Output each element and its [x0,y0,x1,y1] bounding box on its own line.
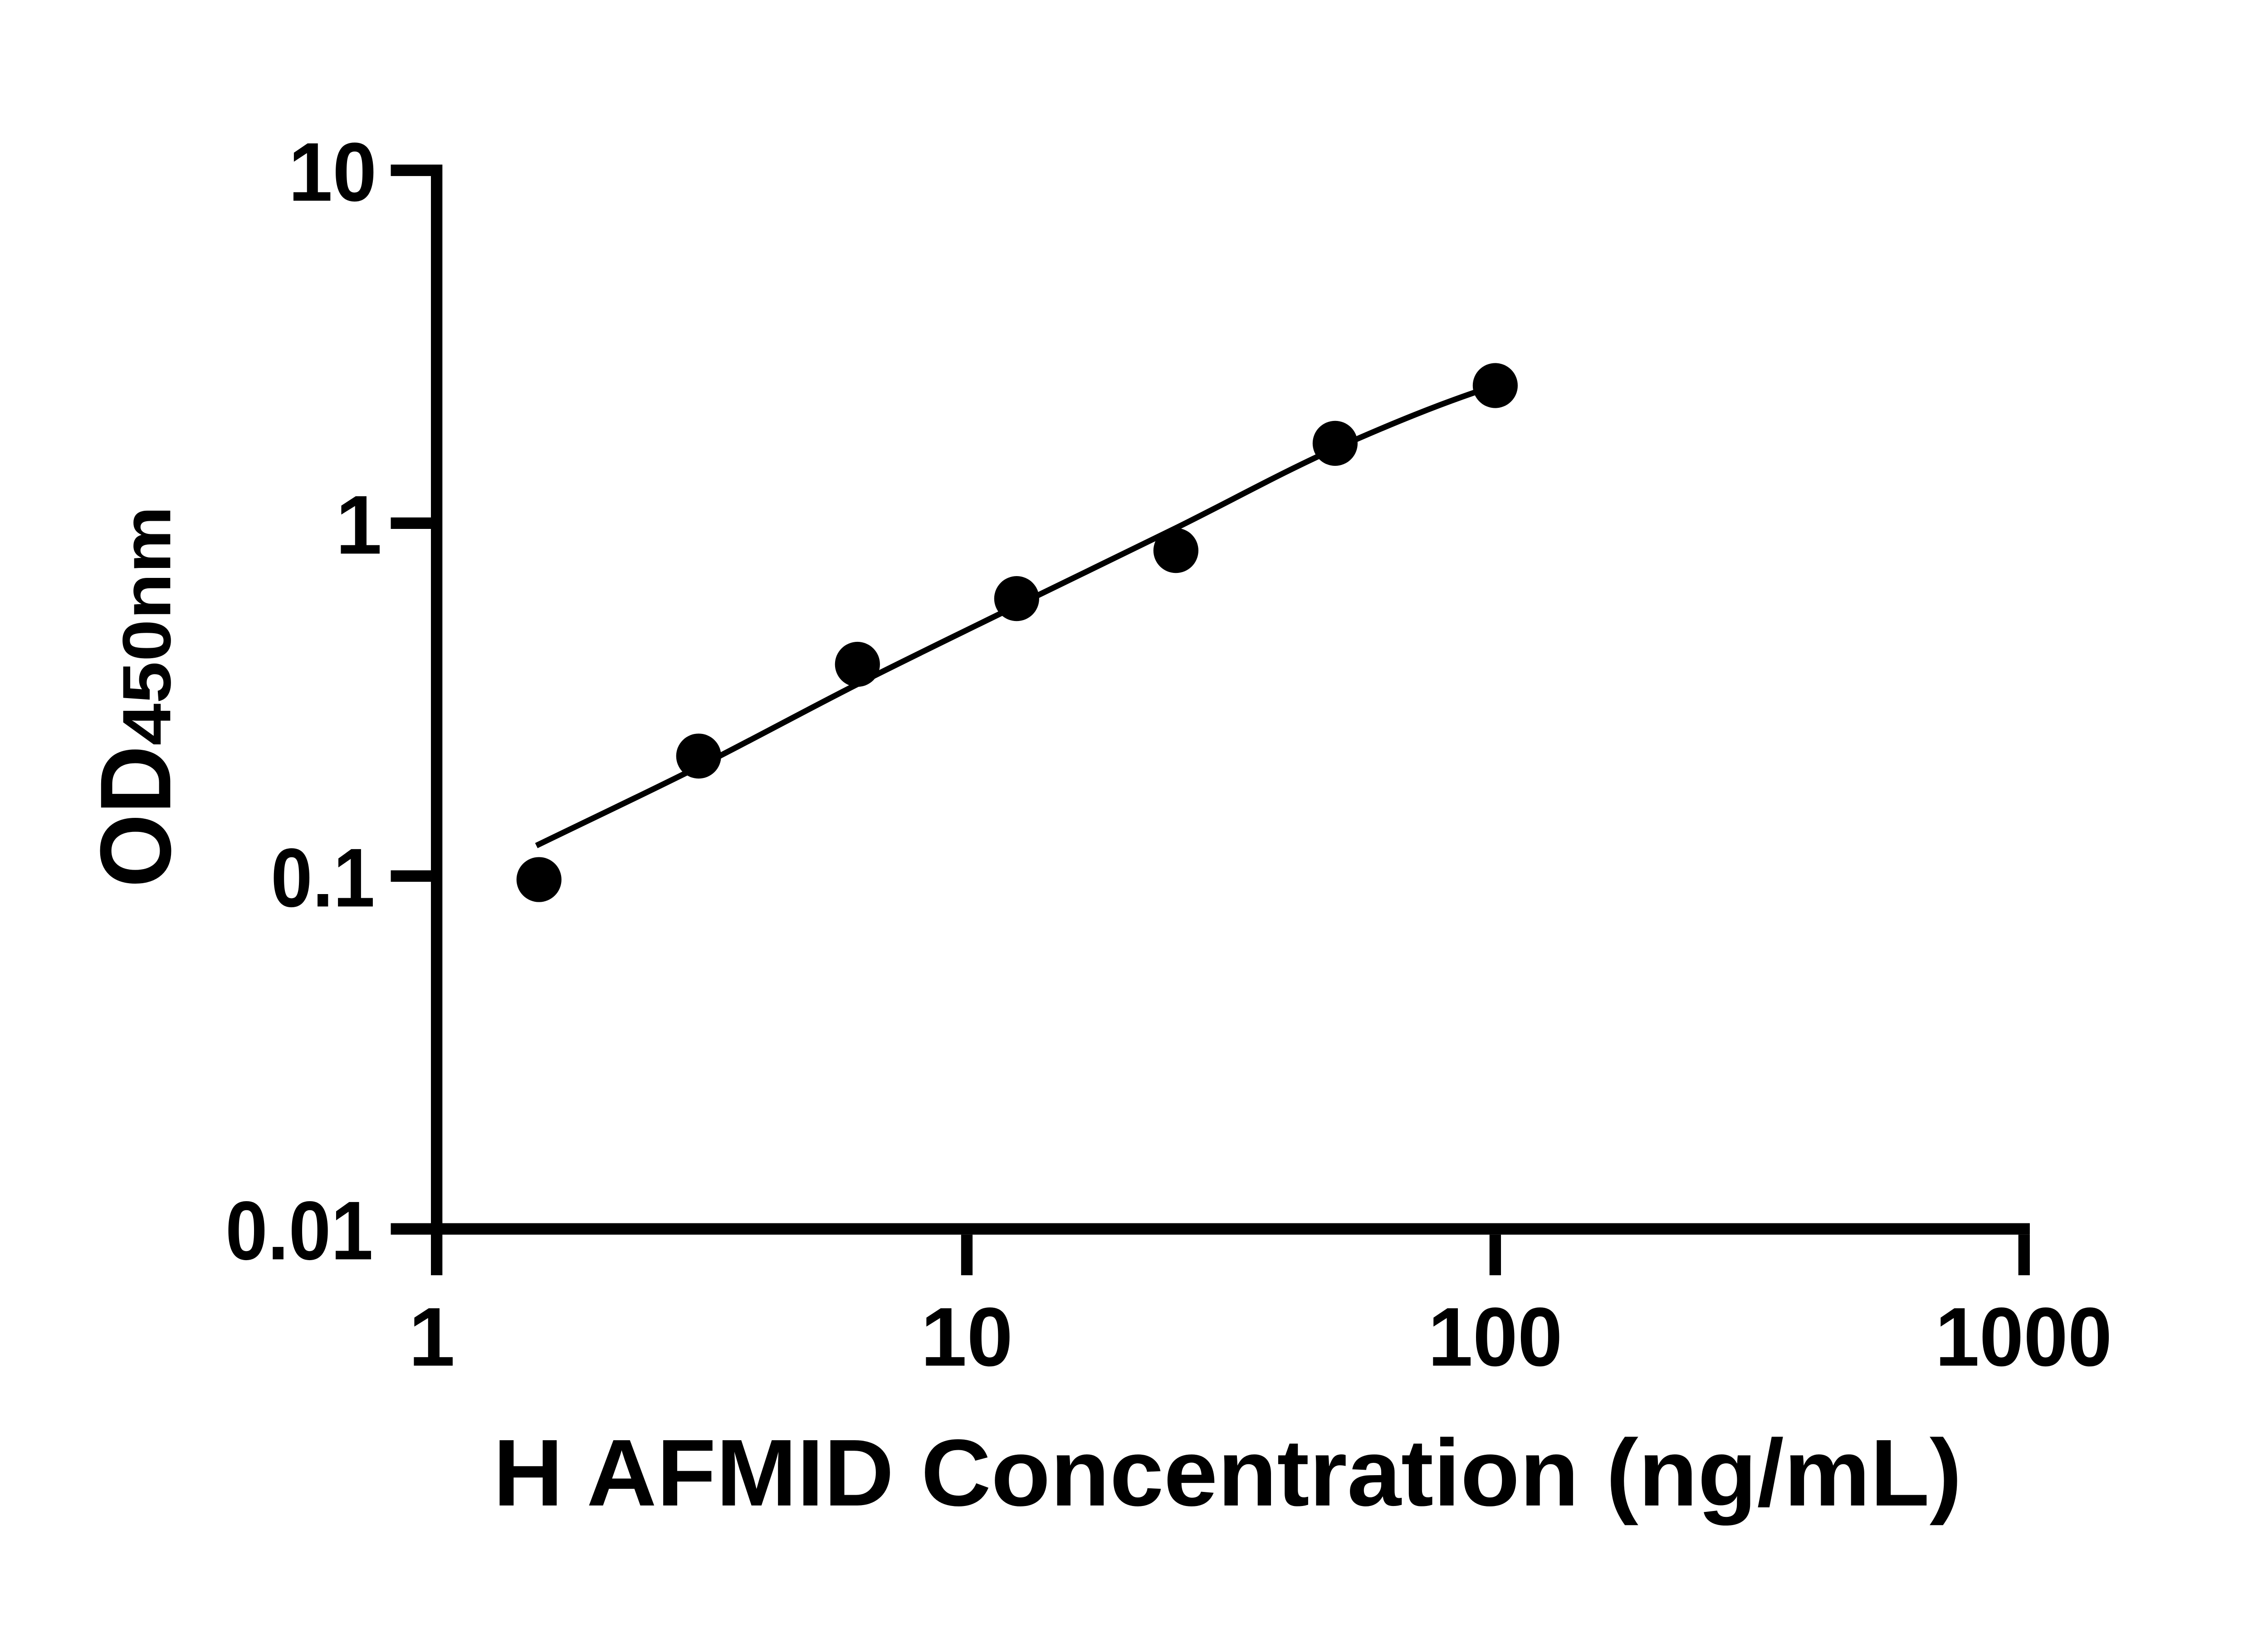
svg-text:H AFMID Concentration (ng/mL): H AFMID Concentration (ng/mL) [493,1420,1962,1526]
svg-text:100: 100 [1428,1291,1563,1384]
svg-text:1000: 1000 [1935,1291,2112,1384]
svg-text:1: 1 [336,478,382,571]
svg-text:OD450nm: OD450nm [79,506,191,887]
svg-text:0.01: 0.01 [225,1184,373,1277]
svg-text:10: 10 [921,1291,1013,1384]
svg-text:0.1: 0.1 [271,831,375,924]
svg-text:10: 10 [288,126,376,219]
svg-text:1: 1 [409,1291,455,1384]
